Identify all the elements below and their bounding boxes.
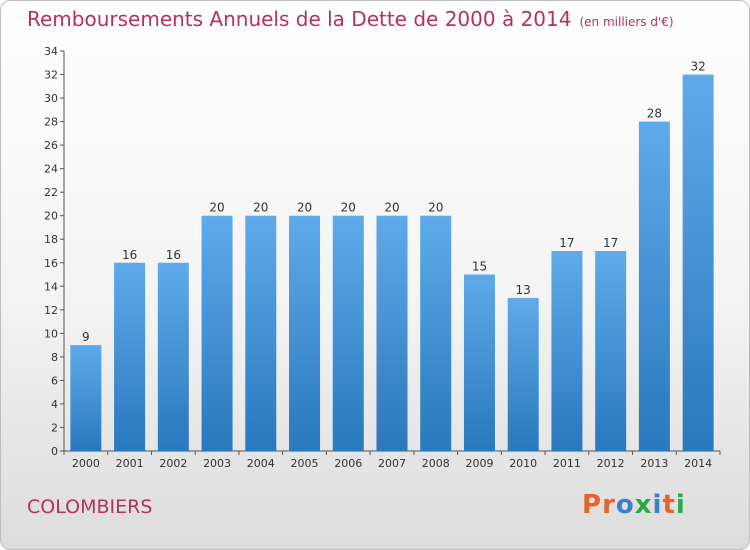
place-name: COLOMBIERS xyxy=(27,496,153,518)
chart-title: Remboursements Annuels de la Dette de 20… xyxy=(27,7,572,31)
brand-letter: o xyxy=(615,490,635,520)
title-line: Remboursements Annuels de la Dette de 20… xyxy=(27,7,674,31)
x-tick-label: 2010 xyxy=(509,457,537,470)
x-tick-label: 2009 xyxy=(465,457,493,470)
y-tick-label: 28 xyxy=(44,116,58,129)
brand-letter: t xyxy=(662,490,676,520)
bar xyxy=(201,215,233,451)
brand-letter: i xyxy=(652,490,663,520)
data-label: 17 xyxy=(559,236,574,250)
y-tick-label: 14 xyxy=(44,280,58,293)
x-axis: 2000 2001 2002 2003 2004 2005 2006 2007 2008 2009… xyxy=(63,450,721,470)
bar xyxy=(114,262,146,451)
bar xyxy=(245,215,277,451)
bar xyxy=(70,345,102,451)
y-tick-label: 30 xyxy=(44,92,58,105)
bar xyxy=(376,215,408,451)
brand-letter: i xyxy=(675,490,686,520)
x-tick-label: 2006 xyxy=(334,457,362,470)
bars xyxy=(70,74,714,452)
data-label: 17 xyxy=(603,236,618,250)
bar xyxy=(289,215,321,451)
bar xyxy=(551,251,583,451)
x-tick-label: 2003 xyxy=(203,457,231,470)
y-tick-label: 12 xyxy=(44,304,58,317)
data-label: 20 xyxy=(209,201,224,215)
data-label: 20 xyxy=(428,201,443,215)
x-tick-label: 2013 xyxy=(640,457,668,470)
y-tick-label: 34 xyxy=(44,45,58,58)
y-tick-label: 26 xyxy=(44,139,58,152)
data-label: 16 xyxy=(122,248,137,262)
y-tick-label: 32 xyxy=(44,69,58,82)
brand-letter: r xyxy=(602,490,616,520)
data-label: 20 xyxy=(297,201,312,215)
data-label: 16 xyxy=(166,248,181,262)
data-label: 13 xyxy=(516,283,531,297)
y-tick-label: 0 xyxy=(51,445,58,458)
bar xyxy=(332,215,364,451)
y-tick-label: 10 xyxy=(44,327,58,340)
brand-logo: Proxiti xyxy=(582,490,686,520)
x-tick-label: 2004 xyxy=(247,457,275,470)
bar xyxy=(157,262,189,451)
data-label: 9 xyxy=(82,330,90,344)
x-tick-label: 2000 xyxy=(72,457,100,470)
y-tick-label: 8 xyxy=(51,351,58,364)
x-tick-label: 2014 xyxy=(684,457,712,470)
y-tick-label: 22 xyxy=(44,186,58,199)
y-tick-label: 16 xyxy=(44,257,58,270)
data-label: 20 xyxy=(253,201,268,215)
y-tick-label: 4 xyxy=(51,398,58,411)
y-tick-label: 18 xyxy=(44,233,58,246)
brand-letter: P xyxy=(582,490,603,520)
bar xyxy=(463,274,495,451)
x-tick-label: 2012 xyxy=(597,457,625,470)
x-tick-label: 2008 xyxy=(422,457,450,470)
chart-subtitle: (en milliers d'€) xyxy=(579,15,674,29)
y-tick-label: 2 xyxy=(51,421,58,434)
bar xyxy=(420,215,452,451)
y-tick-label: 24 xyxy=(44,163,58,176)
x-tick-label: 2011 xyxy=(553,457,581,470)
bar xyxy=(638,121,670,452)
x-tick-label: 2002 xyxy=(159,457,187,470)
data-label: 28 xyxy=(647,107,662,121)
data-label: 20 xyxy=(341,201,356,215)
x-tick-label: 2001 xyxy=(116,457,144,470)
x-tick-label: 2007 xyxy=(378,457,406,470)
data-label: 15 xyxy=(472,260,487,274)
data-labels: 9 16 16 20 20 20 20 20 20 15 13 17 17 28 32 xyxy=(82,60,706,345)
bar xyxy=(682,74,714,451)
bar xyxy=(595,251,627,451)
x-tick-label: 2005 xyxy=(291,457,319,470)
data-label: 32 xyxy=(690,60,705,74)
brand-letter: x xyxy=(634,490,653,520)
y-tick-label: 6 xyxy=(51,374,58,387)
y-tick-label: 20 xyxy=(44,210,58,223)
bar xyxy=(507,298,539,451)
data-label: 20 xyxy=(384,201,399,215)
